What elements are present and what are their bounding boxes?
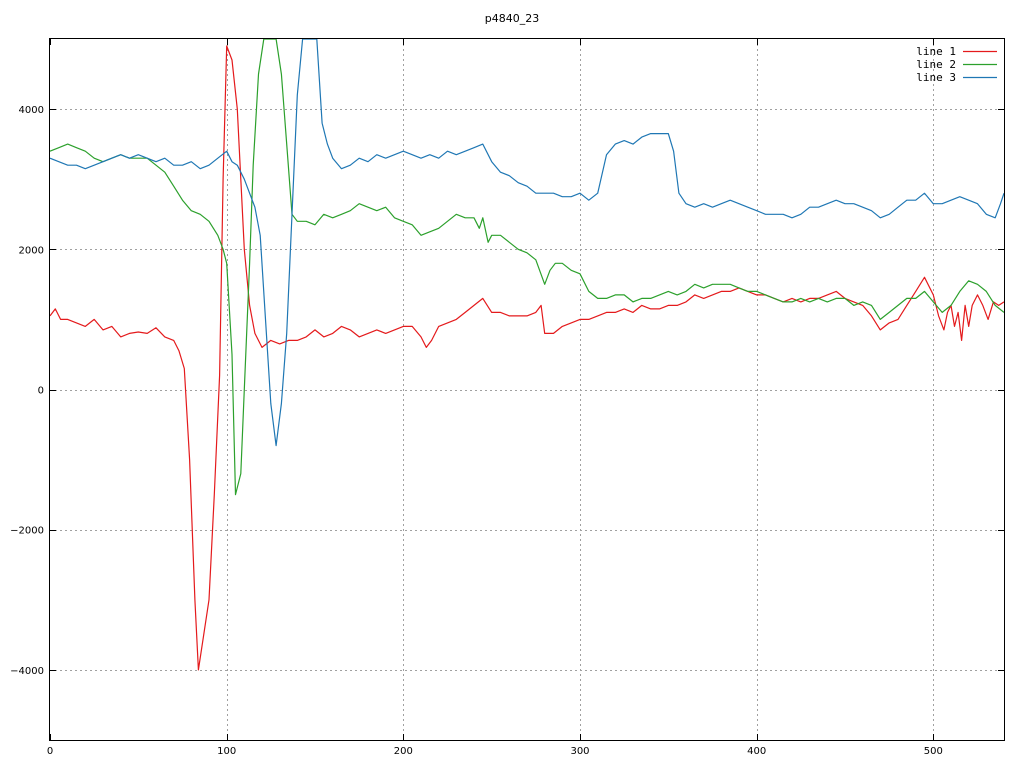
chart-title: p4840_23 [485, 12, 539, 25]
series-line-3 [50, 39, 1004, 447]
y-tick-label: 0 [38, 386, 44, 397]
series-line-2 [50, 39, 1004, 496]
series-lines [50, 39, 1004, 671]
x-tick-label: 500 [924, 746, 943, 757]
x-tick-label: 200 [394, 746, 413, 757]
x-tick-label: 300 [570, 746, 589, 757]
y-tick-label: −2000 [10, 526, 44, 537]
grid-lines [50, 39, 1004, 740]
legend-label: line 2 [916, 58, 956, 71]
plot-frame [49, 38, 1005, 741]
series-line-1 [50, 45, 1004, 671]
legend-label: line 3 [916, 71, 956, 84]
axis-ticks: 0 100 200 300 400 500 −4000 −2000 0 2000 4000 [10, 39, 1004, 757]
x-tick-label: 0 [47, 746, 53, 757]
y-tick-label: 2000 [19, 245, 44, 256]
x-tick-label: 400 [747, 746, 766, 757]
y-tick-label: −4000 [10, 666, 44, 677]
y-tick-label: 4000 [19, 105, 44, 116]
x-tick-label: 100 [217, 746, 236, 757]
legend-label: line 1 [916, 45, 956, 58]
